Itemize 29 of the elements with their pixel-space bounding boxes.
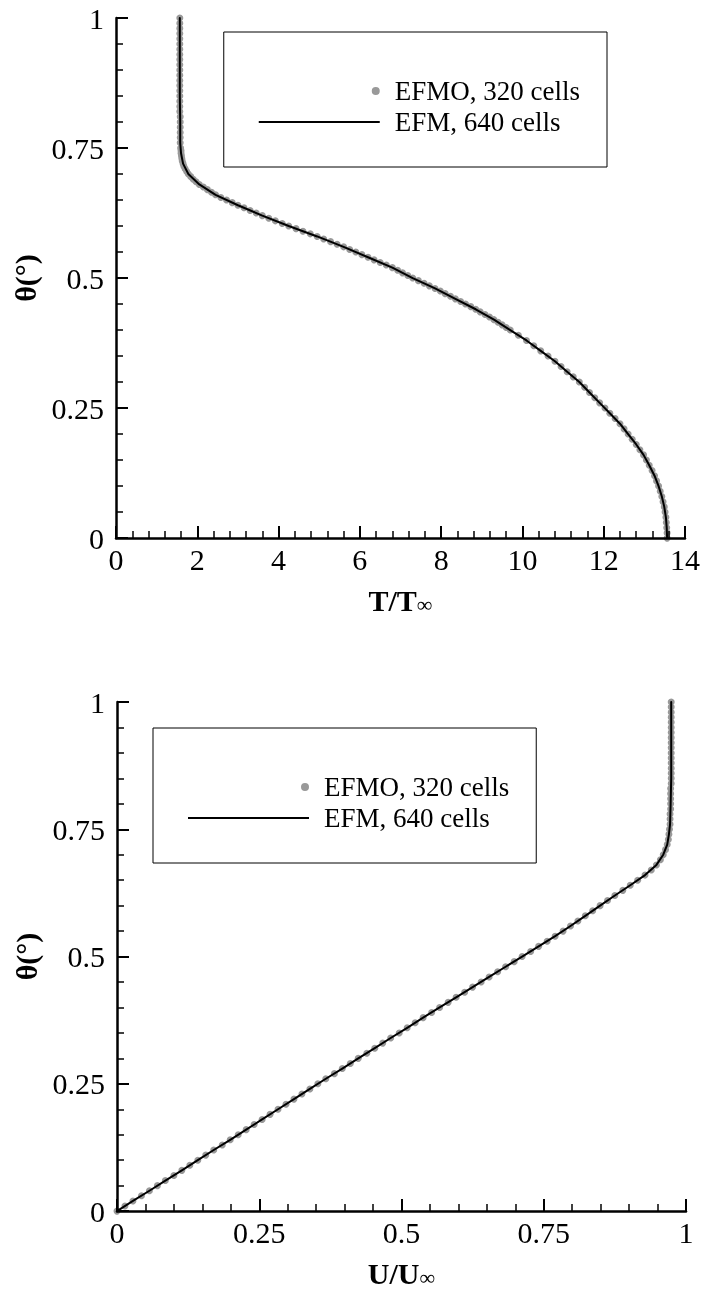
y-tick-label: 1 [89, 1, 104, 35]
y-tick-label: 0.25 [51, 391, 104, 425]
x-tick-label: 4 [271, 542, 287, 576]
y-tick-label: 0 [90, 1194, 105, 1228]
y-tick-label: 0.5 [67, 940, 105, 974]
x-tick-label: 12 [588, 542, 619, 576]
x-tick-label: 0.25 [233, 1215, 286, 1249]
legend-label: EFM, 640 cells [324, 803, 490, 833]
legend-label: EFMO, 320 cells [394, 76, 581, 106]
x-tick-label: 8 [433, 542, 449, 576]
y-axis-title: θ(°) [9, 254, 44, 302]
x-tick-label: 14 [670, 542, 700, 576]
x-tick-label: 0.5 [382, 1215, 421, 1249]
x-tick-label: 6 [352, 542, 368, 576]
x-tick-label: 10 [507, 542, 538, 576]
y-tick-label: 0.75 [51, 131, 104, 165]
x-tick-label: 2 [189, 542, 205, 576]
legend-label: EFMO, 320 cells [324, 772, 510, 802]
legend-label: EFM, 640 cells [394, 107, 561, 137]
y-tick-label: 0.25 [52, 1067, 105, 1101]
x-tick-label: 1 [678, 1215, 694, 1249]
x-axis-title: U/U∞ [367, 1256, 436, 1290]
y-tick-label: 0.5 [66, 261, 104, 295]
y-tick-label: 1 [90, 685, 105, 719]
x-tick-label: 0.75 [517, 1215, 570, 1249]
y-tick-label: 0 [89, 521, 104, 555]
y-tick-label: 0.75 [52, 812, 105, 846]
y-axis-title: θ(°) [10, 932, 45, 981]
x-axis-title: T/T∞ [368, 583, 433, 617]
